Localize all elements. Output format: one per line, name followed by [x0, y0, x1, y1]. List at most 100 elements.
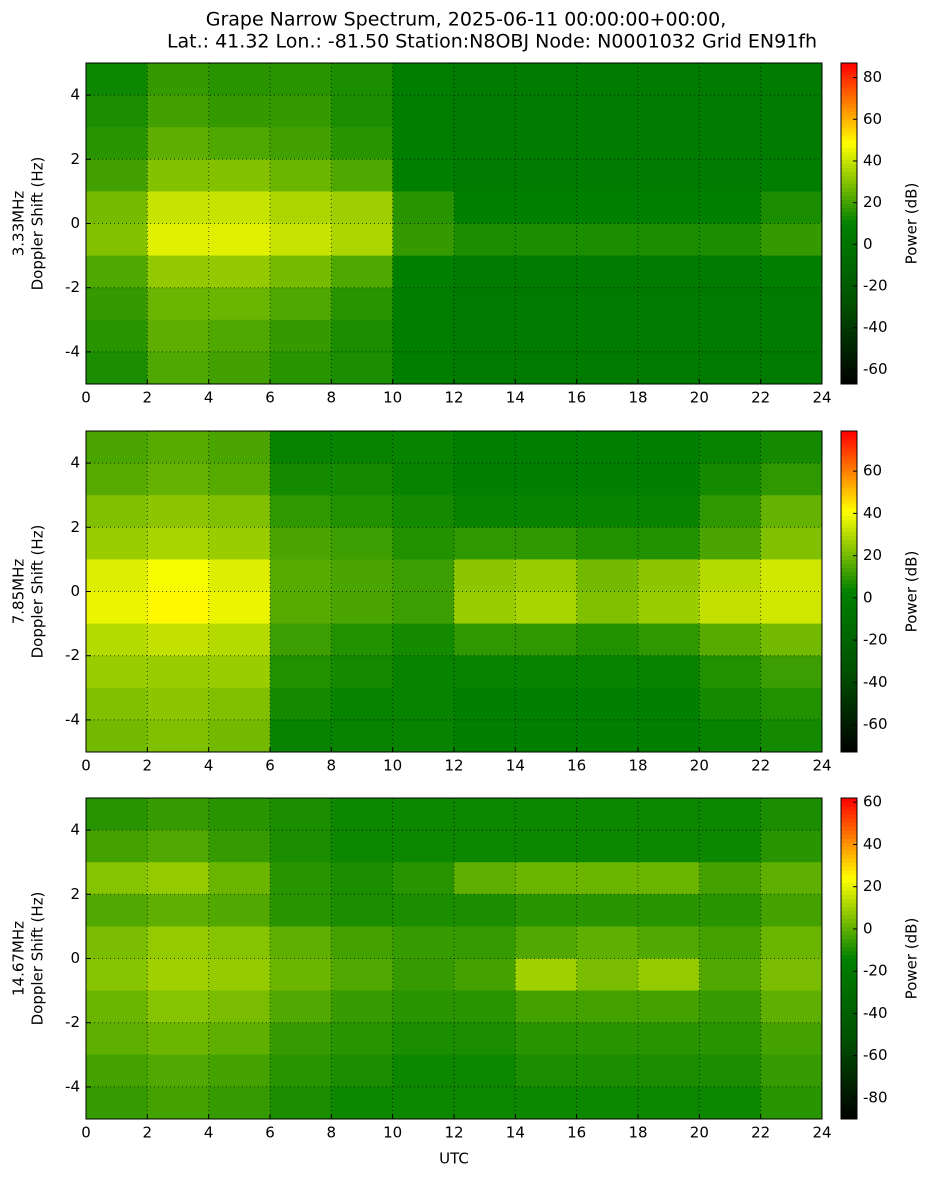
colorbar-segment [841, 543, 857, 548]
x-tick-label: 8 [327, 389, 337, 407]
y-tick-label: 0 [70, 582, 80, 600]
colorbar-segment [841, 219, 857, 224]
colorbar-segment [841, 119, 857, 124]
heatmap-cell [760, 255, 823, 289]
heatmap-cell [699, 655, 762, 689]
colorbar-tick-label: 60 [863, 462, 882, 480]
heatmap-cell [760, 463, 823, 496]
heatmap-cell [270, 623, 332, 657]
heatmap-cell [270, 1054, 332, 1088]
colorbar-segment [841, 587, 857, 592]
heatmap-cell [638, 798, 700, 831]
colorbar-segment [841, 567, 857, 572]
heatmap-cell [208, 63, 271, 96]
colorbar-label: Power (dB) [903, 551, 921, 633]
colorbar-segment [841, 343, 857, 349]
x-tick-label: 8 [327, 757, 337, 775]
y-axis-label: Doppler Shift (Hz) [29, 525, 47, 659]
heatmap-cell [147, 319, 210, 353]
heatmap-cell [454, 830, 516, 863]
heatmap-cell [270, 463, 332, 496]
heatmap-cell [147, 463, 210, 496]
heatmap-cell [699, 319, 762, 353]
y-axis-label: 3.33MHz [10, 191, 28, 257]
colorbar-segment [841, 195, 857, 200]
colorbar-segment [841, 459, 857, 464]
colorbar-segment [841, 67, 857, 72]
colorbar-segment [841, 351, 857, 357]
colorbar-segment [841, 319, 857, 325]
colorbar-segment [841, 323, 857, 329]
heatmap-cell [454, 926, 516, 959]
heatmap-cell [760, 1022, 823, 1056]
colorbar-tick-label: 20 [863, 546, 882, 564]
colorbar-segment [841, 894, 857, 899]
x-tick-label: 22 [751, 389, 770, 407]
colorbar-segment [841, 307, 857, 313]
heatmap-cell [270, 655, 332, 689]
heatmap-cell [638, 926, 700, 959]
heatmap-cell [760, 719, 823, 753]
heatmap-cell [270, 591, 332, 625]
heatmap-cell [576, 191, 639, 224]
heatmap-cell [331, 990, 394, 1024]
heatmap-cell [638, 1022, 700, 1056]
colorbar-segment [841, 347, 857, 353]
heatmap-cell [454, 591, 516, 625]
colorbar-label: Power (dB) [903, 918, 921, 1000]
heatmap-cell [86, 798, 148, 831]
colorbar-segment [841, 810, 857, 815]
heatmap-cell [86, 495, 148, 528]
colorbar-segment [841, 1102, 857, 1108]
heatmap-cell [454, 351, 516, 385]
heatmap-cell [86, 159, 148, 192]
heatmap-cell [270, 687, 332, 721]
heatmap-cell [515, 351, 578, 385]
heatmap-cell [147, 926, 210, 959]
y-tick-label: -2 [65, 1013, 80, 1031]
heatmap-cell [86, 830, 148, 863]
x-tick-label: 6 [265, 1124, 275, 1142]
heatmap-cell [270, 223, 332, 257]
heatmap-cell [86, 63, 148, 96]
heatmap-cell [638, 990, 700, 1024]
colorbar-segment [841, 359, 857, 365]
x-tick-label: 18 [628, 389, 647, 407]
colorbar-segment [841, 267, 857, 273]
colorbar-segment [841, 299, 857, 305]
heatmap-cell [638, 687, 700, 721]
x-tick-label: 12 [444, 389, 463, 407]
heatmap-cell [208, 351, 271, 385]
heatmap-cell [147, 655, 210, 689]
colorbar-segment [841, 671, 857, 677]
colorbar-segment [841, 83, 857, 88]
colorbar-segment [841, 1050, 857, 1056]
heatmap-cell [760, 287, 823, 321]
heatmap-cell [392, 990, 455, 1024]
x-tick-label: 6 [265, 389, 275, 407]
colorbar-segment [841, 631, 857, 637]
heatmap-cell [147, 894, 210, 927]
colorbar-tick-label: -60 [863, 360, 888, 378]
heatmap-cell [147, 495, 210, 528]
heatmap-cell [208, 591, 271, 625]
heatmap-cell [208, 127, 271, 160]
colorbar-segment [841, 167, 857, 172]
colorbar-segment [841, 675, 857, 681]
colorbar-segment [841, 1002, 857, 1008]
heatmap-cell [760, 95, 823, 128]
heatmap-cell [515, 798, 578, 831]
heatmap-cell [392, 255, 455, 289]
colorbar-segment [841, 579, 857, 584]
colorbar-segment [841, 902, 857, 907]
colorbar-segment [841, 519, 857, 524]
heatmap-cell [576, 351, 639, 385]
colorbar-segment [841, 687, 857, 693]
heatmap-cell [699, 287, 762, 321]
heatmap-cell [86, 623, 148, 657]
colorbar-segment [841, 235, 857, 241]
heatmap-cell [576, 719, 639, 753]
colorbar-segment [841, 806, 857, 811]
x-tick-label: 16 [567, 757, 586, 775]
colorbar-segment [841, 483, 857, 488]
